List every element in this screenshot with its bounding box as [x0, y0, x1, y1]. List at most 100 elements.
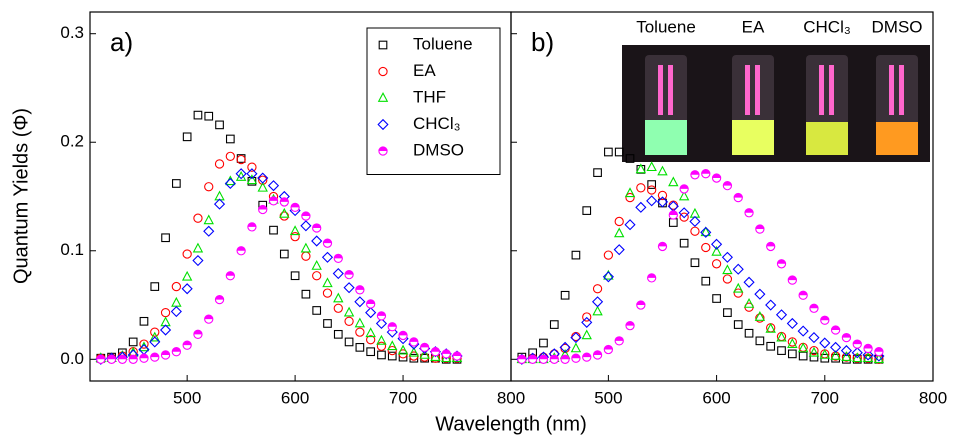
- marker-fill: [377, 311, 386, 316]
- marker: [808, 332, 820, 344]
- marker-fill: [129, 355, 138, 360]
- legend-marker: [377, 92, 389, 102]
- x-tick-label: 500: [594, 388, 622, 407]
- marker: [614, 336, 624, 346]
- marker: [96, 354, 106, 364]
- marker: [700, 226, 712, 238]
- marker: [312, 223, 322, 233]
- marker-fill: [658, 242, 667, 247]
- marker: [408, 346, 420, 357]
- marker: [398, 330, 408, 341]
- marker: [333, 292, 344, 303]
- marker: [527, 354, 538, 364]
- marker-fill: [237, 246, 246, 251]
- marker-fill: [820, 316, 829, 321]
- marker-fill: [647, 273, 656, 278]
- marker: [733, 192, 743, 203]
- marker: [733, 288, 743, 298]
- marker-fill: [442, 349, 451, 354]
- marker: [582, 352, 592, 362]
- marker: [204, 182, 214, 192]
- marker: [766, 341, 776, 351]
- marker-fill: [452, 351, 462, 357]
- marker: [289, 225, 301, 236]
- marker-fill: [215, 295, 224, 300]
- marker-fill: [853, 340, 862, 345]
- legend-marker: [377, 118, 389, 131]
- marker: [787, 275, 797, 285]
- marker: [689, 215, 701, 228]
- marker: [343, 282, 355, 294]
- inset-label: CHCl₃: [803, 17, 851, 36]
- marker: [668, 176, 679, 187]
- marker: [538, 354, 549, 364]
- marker: [258, 204, 268, 215]
- marker: [646, 195, 658, 207]
- marker: [593, 168, 602, 177]
- x-tick-label: 600: [702, 388, 730, 407]
- marker: [192, 254, 204, 267]
- marker: [722, 180, 733, 191]
- marker: [678, 190, 690, 201]
- marker: [776, 259, 787, 269]
- marker: [700, 226, 711, 237]
- marker-fill: [863, 344, 873, 349]
- marker-fill: [183, 341, 192, 346]
- marker: [625, 154, 635, 163]
- marker-fill: [766, 242, 775, 247]
- marker: [344, 337, 354, 347]
- legend-marker: [378, 40, 388, 50]
- marker: [247, 222, 257, 232]
- marker: [387, 340, 398, 351]
- marker-fill: [615, 336, 624, 341]
- marker: [182, 132, 192, 142]
- marker: [117, 354, 128, 364]
- legend-label: CHCl₃: [413, 114, 461, 133]
- marker: [755, 224, 765, 234]
- marker: [592, 350, 603, 360]
- inset-photo: [622, 45, 930, 162]
- marker: [150, 327, 160, 337]
- marker: [171, 296, 182, 307]
- marker: [582, 206, 592, 215]
- marker: [798, 351, 808, 361]
- marker: [139, 353, 149, 363]
- marker: [213, 198, 226, 210]
- x-axis-label: Wavelength (nm): [435, 413, 587, 435]
- marker: [366, 335, 376, 345]
- marker: [647, 273, 657, 283]
- marker: [172, 179, 181, 188]
- marker: [312, 306, 322, 315]
- marker: [787, 338, 798, 348]
- x-tick-label: 800: [919, 388, 947, 407]
- marker: [311, 259, 322, 270]
- marker: [581, 329, 592, 340]
- marker: [322, 238, 333, 248]
- marker-fill: [690, 170, 700, 175]
- marker: [581, 316, 593, 328]
- marker: [863, 343, 873, 354]
- marker: [657, 241, 668, 252]
- marker: [766, 241, 776, 252]
- marker-fill: [517, 355, 526, 360]
- marker: [128, 354, 138, 364]
- marker-fill: [344, 270, 354, 275]
- marker-fill: [712, 173, 721, 179]
- marker: [333, 329, 343, 339]
- legend-label: DMSO: [413, 140, 464, 159]
- x-tick-label: 600: [281, 388, 309, 407]
- marker: [150, 282, 160, 291]
- marker: [744, 208, 754, 218]
- plot-frame: [510, 11, 934, 382]
- marker: [290, 232, 300, 242]
- marker-fill: [107, 355, 116, 360]
- marker: [690, 226, 700, 236]
- marker: [419, 342, 430, 353]
- marker: [290, 202, 300, 213]
- marker: [366, 347, 376, 357]
- marker: [247, 162, 257, 172]
- marker: [733, 320, 743, 329]
- marker: [852, 352, 863, 363]
- marker-fill: [734, 193, 743, 198]
- inset-label: DMSO: [872, 17, 923, 36]
